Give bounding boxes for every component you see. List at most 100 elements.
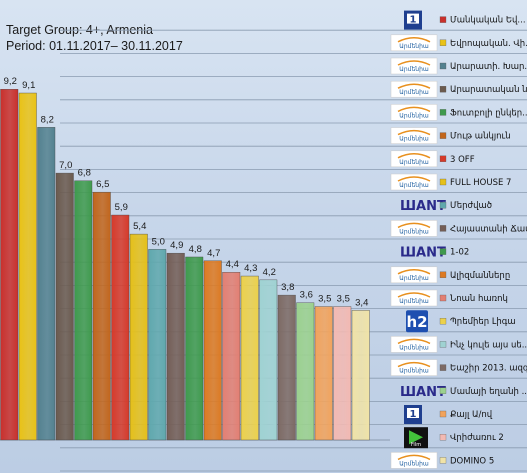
legend-label: 3 OFF xyxy=(450,155,475,165)
legend-label: Ալիզմանները xyxy=(450,271,510,281)
legend-marker xyxy=(439,341,447,348)
channel-logo: h2 xyxy=(406,310,428,333)
bar-value-label: 5,4 xyxy=(133,221,146,232)
bar xyxy=(240,275,259,441)
legend-label: Քայլ Ա/ով xyxy=(450,410,493,420)
svg-text:Արմենիա: Արմենիա xyxy=(399,43,429,50)
svg-text:Արմենիա: Արմենիա xyxy=(399,228,429,235)
svg-text:h2: h2 xyxy=(406,313,427,331)
channel-logo: Արմենիա xyxy=(390,57,438,75)
legend-label: Պրեմիեր Լիգա xyxy=(450,317,516,327)
bar-value-label: 4,9 xyxy=(170,240,183,251)
legend-marker xyxy=(439,155,447,162)
svg-text:Արմենիա: Արմենիա xyxy=(399,136,429,143)
legend-marker xyxy=(439,62,447,70)
legend-label: Արարատական ն... xyxy=(450,85,527,95)
legend-label: Մերժված xyxy=(450,201,492,211)
legend-label: Մամայի եղանի ... xyxy=(450,387,527,397)
svg-text:ШANT: ШANT xyxy=(400,246,446,261)
bar xyxy=(129,233,148,441)
bar-value-label: 9,1 xyxy=(22,80,35,91)
channel-logo: Film xyxy=(404,427,428,449)
svg-text:Արմենիա: Արմենիա xyxy=(399,275,429,282)
channel-logo: Արմենիա xyxy=(390,80,438,98)
bar-value-label: 9,2 xyxy=(4,76,17,87)
channel-logo: Արմենիա xyxy=(390,127,438,144)
bar xyxy=(148,249,167,441)
legend-marker xyxy=(439,364,447,371)
svg-text:Արմենիա: Արմենիա xyxy=(399,460,429,467)
channel-logo: Արմենիա xyxy=(390,150,438,168)
svg-text:Արմենիա: Արմենիա xyxy=(399,344,429,351)
bar xyxy=(222,272,241,441)
svg-text:Արմենիա: Արմենիա xyxy=(399,368,429,375)
svg-text:Արմենիա: Արմենիա xyxy=(399,89,429,96)
bar-value-label: 7,0 xyxy=(59,160,72,171)
svg-text:Արմենիա: Արմենիա xyxy=(399,112,429,119)
legend-marker xyxy=(439,86,447,93)
legend-label: 1-02 xyxy=(450,248,469,258)
channel-logo: Արմենիա xyxy=(390,289,438,307)
bar-value-label: 3,6 xyxy=(300,290,313,301)
svg-text:Արմենիա: Արմենիա xyxy=(399,298,429,305)
legend-marker xyxy=(439,318,447,325)
channel-logo: Արմենիա xyxy=(390,336,438,353)
channel-logo: ШANT xyxy=(400,199,446,214)
legend-marker xyxy=(439,132,447,139)
bar-value-label: 8,2 xyxy=(41,114,54,125)
bar-value-label: 3,4 xyxy=(355,297,368,308)
channel-logo: 1 xyxy=(404,405,422,424)
bar xyxy=(166,252,185,441)
legend-marker xyxy=(439,225,447,232)
bar-value-label: 5,0 xyxy=(152,236,165,247)
bar xyxy=(74,180,93,441)
legend-marker xyxy=(439,387,447,394)
bar-value-label: 4,7 xyxy=(207,248,220,259)
bar xyxy=(333,306,352,441)
legend-marker xyxy=(439,434,447,441)
channel-logo: Արմենիա xyxy=(390,104,438,121)
legend-marker xyxy=(439,457,447,464)
svg-text:Film: Film xyxy=(411,442,421,448)
legend-label: Ֆուտբոլի ընկեր... xyxy=(450,108,527,118)
svg-text:Արմենիա: Արմենիա xyxy=(399,66,429,73)
bar-value-label: 6,8 xyxy=(78,168,91,179)
legend-marker xyxy=(439,109,447,116)
legend-label: DOMINO 5 xyxy=(450,456,494,466)
channel-logo: Արմենիա xyxy=(390,173,438,191)
bar-value-label: 3,8 xyxy=(281,282,294,293)
svg-text:1: 1 xyxy=(410,15,417,26)
channel-logo: Արմենիա xyxy=(390,34,438,52)
legend-marker xyxy=(439,178,447,186)
bar xyxy=(37,127,56,441)
bar-value-label: 6,5 xyxy=(96,179,109,190)
bar xyxy=(0,89,19,441)
bar-value-label: 4,2 xyxy=(263,267,276,278)
channel-logo: ШANT xyxy=(400,385,446,400)
bar xyxy=(18,92,37,441)
legend-marker xyxy=(439,16,447,23)
legend-marker xyxy=(439,39,447,46)
legend-marker xyxy=(439,271,447,278)
bar xyxy=(55,172,74,441)
svg-text:1: 1 xyxy=(410,409,417,420)
legend-marker xyxy=(439,294,447,302)
bar-value-label: 4,8 xyxy=(189,244,202,255)
channel-logo: Արմենիա xyxy=(390,266,438,284)
bar xyxy=(277,294,296,441)
legend-label: Մութ անկյուն xyxy=(450,132,511,142)
legend-marker xyxy=(439,410,447,418)
channel-logo: Արմենիա xyxy=(390,359,438,376)
channel-logo: ШANT xyxy=(400,246,446,261)
bar xyxy=(351,310,370,441)
bar xyxy=(111,214,130,441)
legend-label: Եաշիր 2013. ազգ... միջանակապաշի... xyxy=(450,364,527,374)
legend-label: Նոան հառոկ xyxy=(450,294,508,304)
bar xyxy=(203,260,222,441)
legend-label: Եվրոպական. Վի... xyxy=(450,39,527,49)
bar-value-label: 4,4 xyxy=(226,259,239,270)
period-label: Period: 01.11.2017– 30.11.2017 xyxy=(6,39,183,53)
channel-logo: 1 xyxy=(404,10,422,30)
legend-label: Հայաստանի Ճամ... xyxy=(450,224,527,234)
